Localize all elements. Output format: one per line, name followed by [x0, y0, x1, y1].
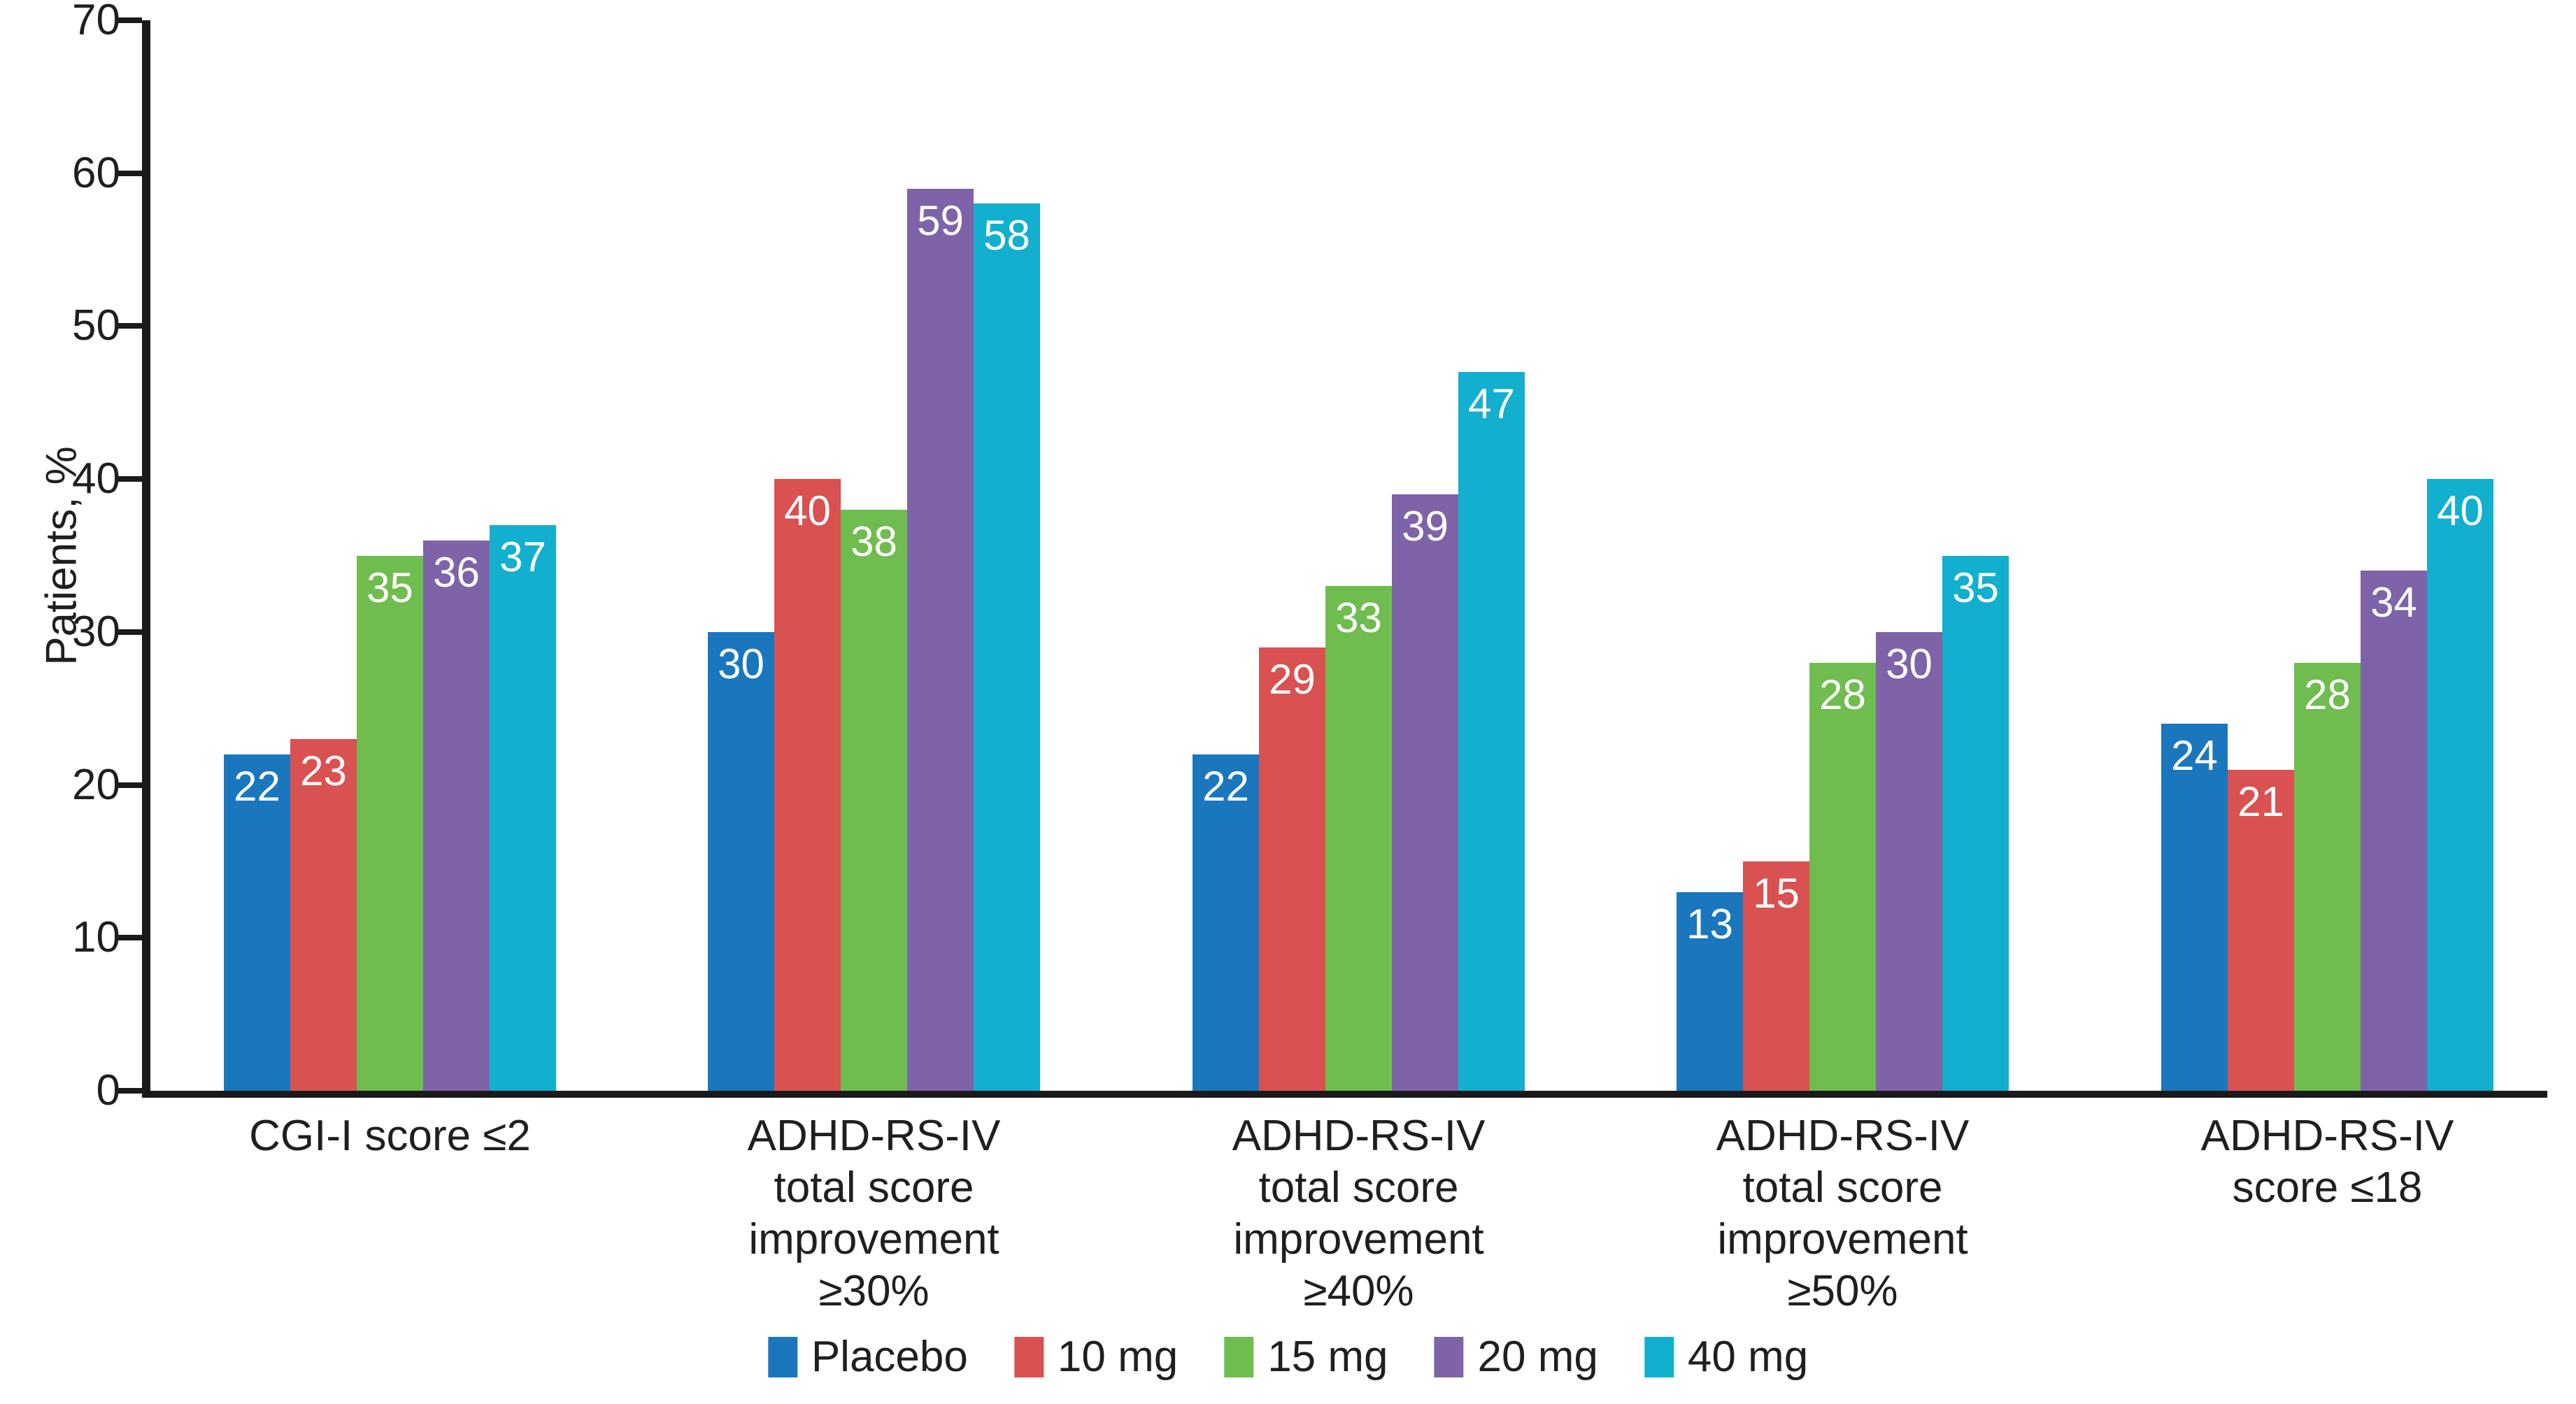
legend-label: 20 mg [1477, 1333, 1598, 1381]
bar-value-label: 37 [499, 533, 546, 580]
y-tick-mark-0 [117, 1088, 142, 1094]
bar-40-mg-group1: 37 [490, 524, 556, 1091]
y-tick-mark-10 [117, 935, 142, 941]
bar-value-label: 30 [718, 640, 764, 687]
bar-placebo-group1: 22 [224, 754, 290, 1091]
bar-15-mg-group5: 28 [2294, 662, 2361, 1091]
bar-placebo-group2: 30 [708, 631, 774, 1091]
legend-item-40-mg: 40 mg [1644, 1333, 1808, 1382]
bar-15-mg-group3: 33 [1325, 586, 1392, 1091]
bar-value-label: 59 [917, 196, 964, 244]
y-tick-mark-40 [117, 476, 142, 482]
legend-item-15-mg: 15 mg [1224, 1333, 1388, 1382]
y-tick-label-0: 0 [96, 1066, 120, 1115]
bar-value-label: 22 [1202, 762, 1249, 810]
bar-value-label: 33 [1335, 594, 1382, 642]
legend-swatch-10-mg [1013, 1337, 1044, 1377]
legend-item-placebo: Placebo [767, 1333, 968, 1382]
bar-20-mg-group5: 34 [2361, 571, 2427, 1091]
legend-item-20-mg: 20 mg [1434, 1333, 1598, 1382]
legend-swatch-20-mg [1434, 1337, 1464, 1377]
bar-placebo-group5: 24 [2161, 724, 2228, 1091]
bar-value-label: 29 [1269, 655, 1316, 703]
bar-40-mg-group3: 47 [1458, 372, 1525, 1091]
bar-value-label: 15 [1753, 869, 1800, 917]
bar-value-label: 30 [1886, 640, 1933, 687]
bar-10-mg-group4: 15 [1743, 861, 1809, 1091]
x-category-label-3: ADHD-RS-IV total score improvement ≥40% [1232, 1112, 1486, 1315]
y-tick-label-40: 40 [72, 454, 120, 503]
bar-value-label: 28 [2304, 671, 2351, 718]
bar-value-label: 34 [2370, 579, 2417, 626]
legend-swatch-placebo [767, 1337, 797, 1377]
y-tick-label-20: 20 [72, 760, 120, 809]
bar-15-mg-group1: 35 [357, 555, 423, 1091]
y-axis-line [142, 20, 150, 1098]
bar-15-mg-group2: 38 [841, 509, 907, 1091]
bar-value-label: 47 [1468, 380, 1515, 428]
legend-swatch-40-mg [1644, 1337, 1674, 1377]
bar-placebo-group3: 22 [1193, 754, 1259, 1091]
legend: Placebo 10 mg 15 mg 20 mg 40 mg [767, 1333, 1808, 1382]
bar-value-label: 24 [2171, 732, 2218, 780]
bar-value-label: 40 [784, 487, 831, 535]
y-tick-mark-70 [117, 17, 142, 23]
y-tick-mark-50 [117, 323, 142, 329]
y-tick-label-70: 70 [72, 0, 120, 44]
legend-label: 40 mg [1687, 1333, 1809, 1381]
legend-label: Placebo [811, 1333, 968, 1381]
bar-20-mg-group2: 59 [907, 188, 974, 1091]
x-category-label-2: ADHD-RS-IV total score improvement ≥30% [747, 1112, 1001, 1315]
bar-20-mg-group4: 30 [1876, 631, 1942, 1091]
bar-10-mg-group5: 21 [2228, 769, 2294, 1091]
legend-swatch-15-mg [1224, 1337, 1254, 1377]
bar-40-mg-group4: 35 [1942, 555, 2009, 1091]
y-tick-mark-30 [117, 629, 142, 635]
bar-value-label: 13 [1686, 900, 1733, 947]
y-tick-label-10: 10 [72, 913, 120, 962]
bar-value-label: 58 [983, 212, 1030, 259]
bar-15-mg-group4: 28 [1809, 662, 1876, 1091]
bar-20-mg-group3: 39 [1392, 494, 1458, 1091]
x-axis-line [142, 1091, 2547, 1098]
bar-value-label: 38 [851, 517, 897, 565]
bar-value-label: 35 [1952, 564, 1999, 611]
bar-10-mg-group2: 40 [774, 479, 841, 1091]
x-category-label-5: ADHD-RS-IV score ≤18 [2200, 1112, 2454, 1212]
y-tick-label-30: 30 [72, 607, 120, 656]
x-category-label-4: ADHD-RS-IV total score improvement ≥50% [1716, 1112, 1970, 1315]
y-tick-mark-20 [117, 782, 142, 788]
bar-40-mg-group2: 58 [974, 203, 1040, 1091]
y-tick-label-60: 60 [72, 148, 120, 197]
legend-label: 15 mg [1267, 1333, 1388, 1381]
bar-value-label: 21 [2237, 778, 2284, 825]
bar-10-mg-group1: 23 [290, 738, 357, 1091]
bar-20-mg-group1: 36 [423, 540, 490, 1091]
bar-value-label: 28 [1819, 671, 1866, 718]
bar-40-mg-group5: 40 [2427, 479, 2493, 1091]
bar-value-label: 39 [1402, 503, 1449, 550]
y-tick-label-50: 50 [72, 301, 120, 350]
legend-item-10-mg: 10 mg [1013, 1333, 1179, 1382]
bar-value-label: 36 [433, 548, 480, 596]
bar-value-label: 40 [2437, 487, 2484, 535]
bar-value-label: 22 [234, 762, 280, 810]
bar-value-label: 23 [300, 747, 347, 794]
bar-10-mg-group3: 29 [1259, 647, 1325, 1091]
x-category-label-1: CGI-I score ≤2 [249, 1112, 531, 1160]
y-tick-mark-60 [117, 170, 142, 176]
legend-label: 10 mg [1057, 1333, 1179, 1381]
bar-placebo-group4: 13 [1677, 891, 1743, 1091]
bar-value-label: 35 [367, 564, 413, 611]
